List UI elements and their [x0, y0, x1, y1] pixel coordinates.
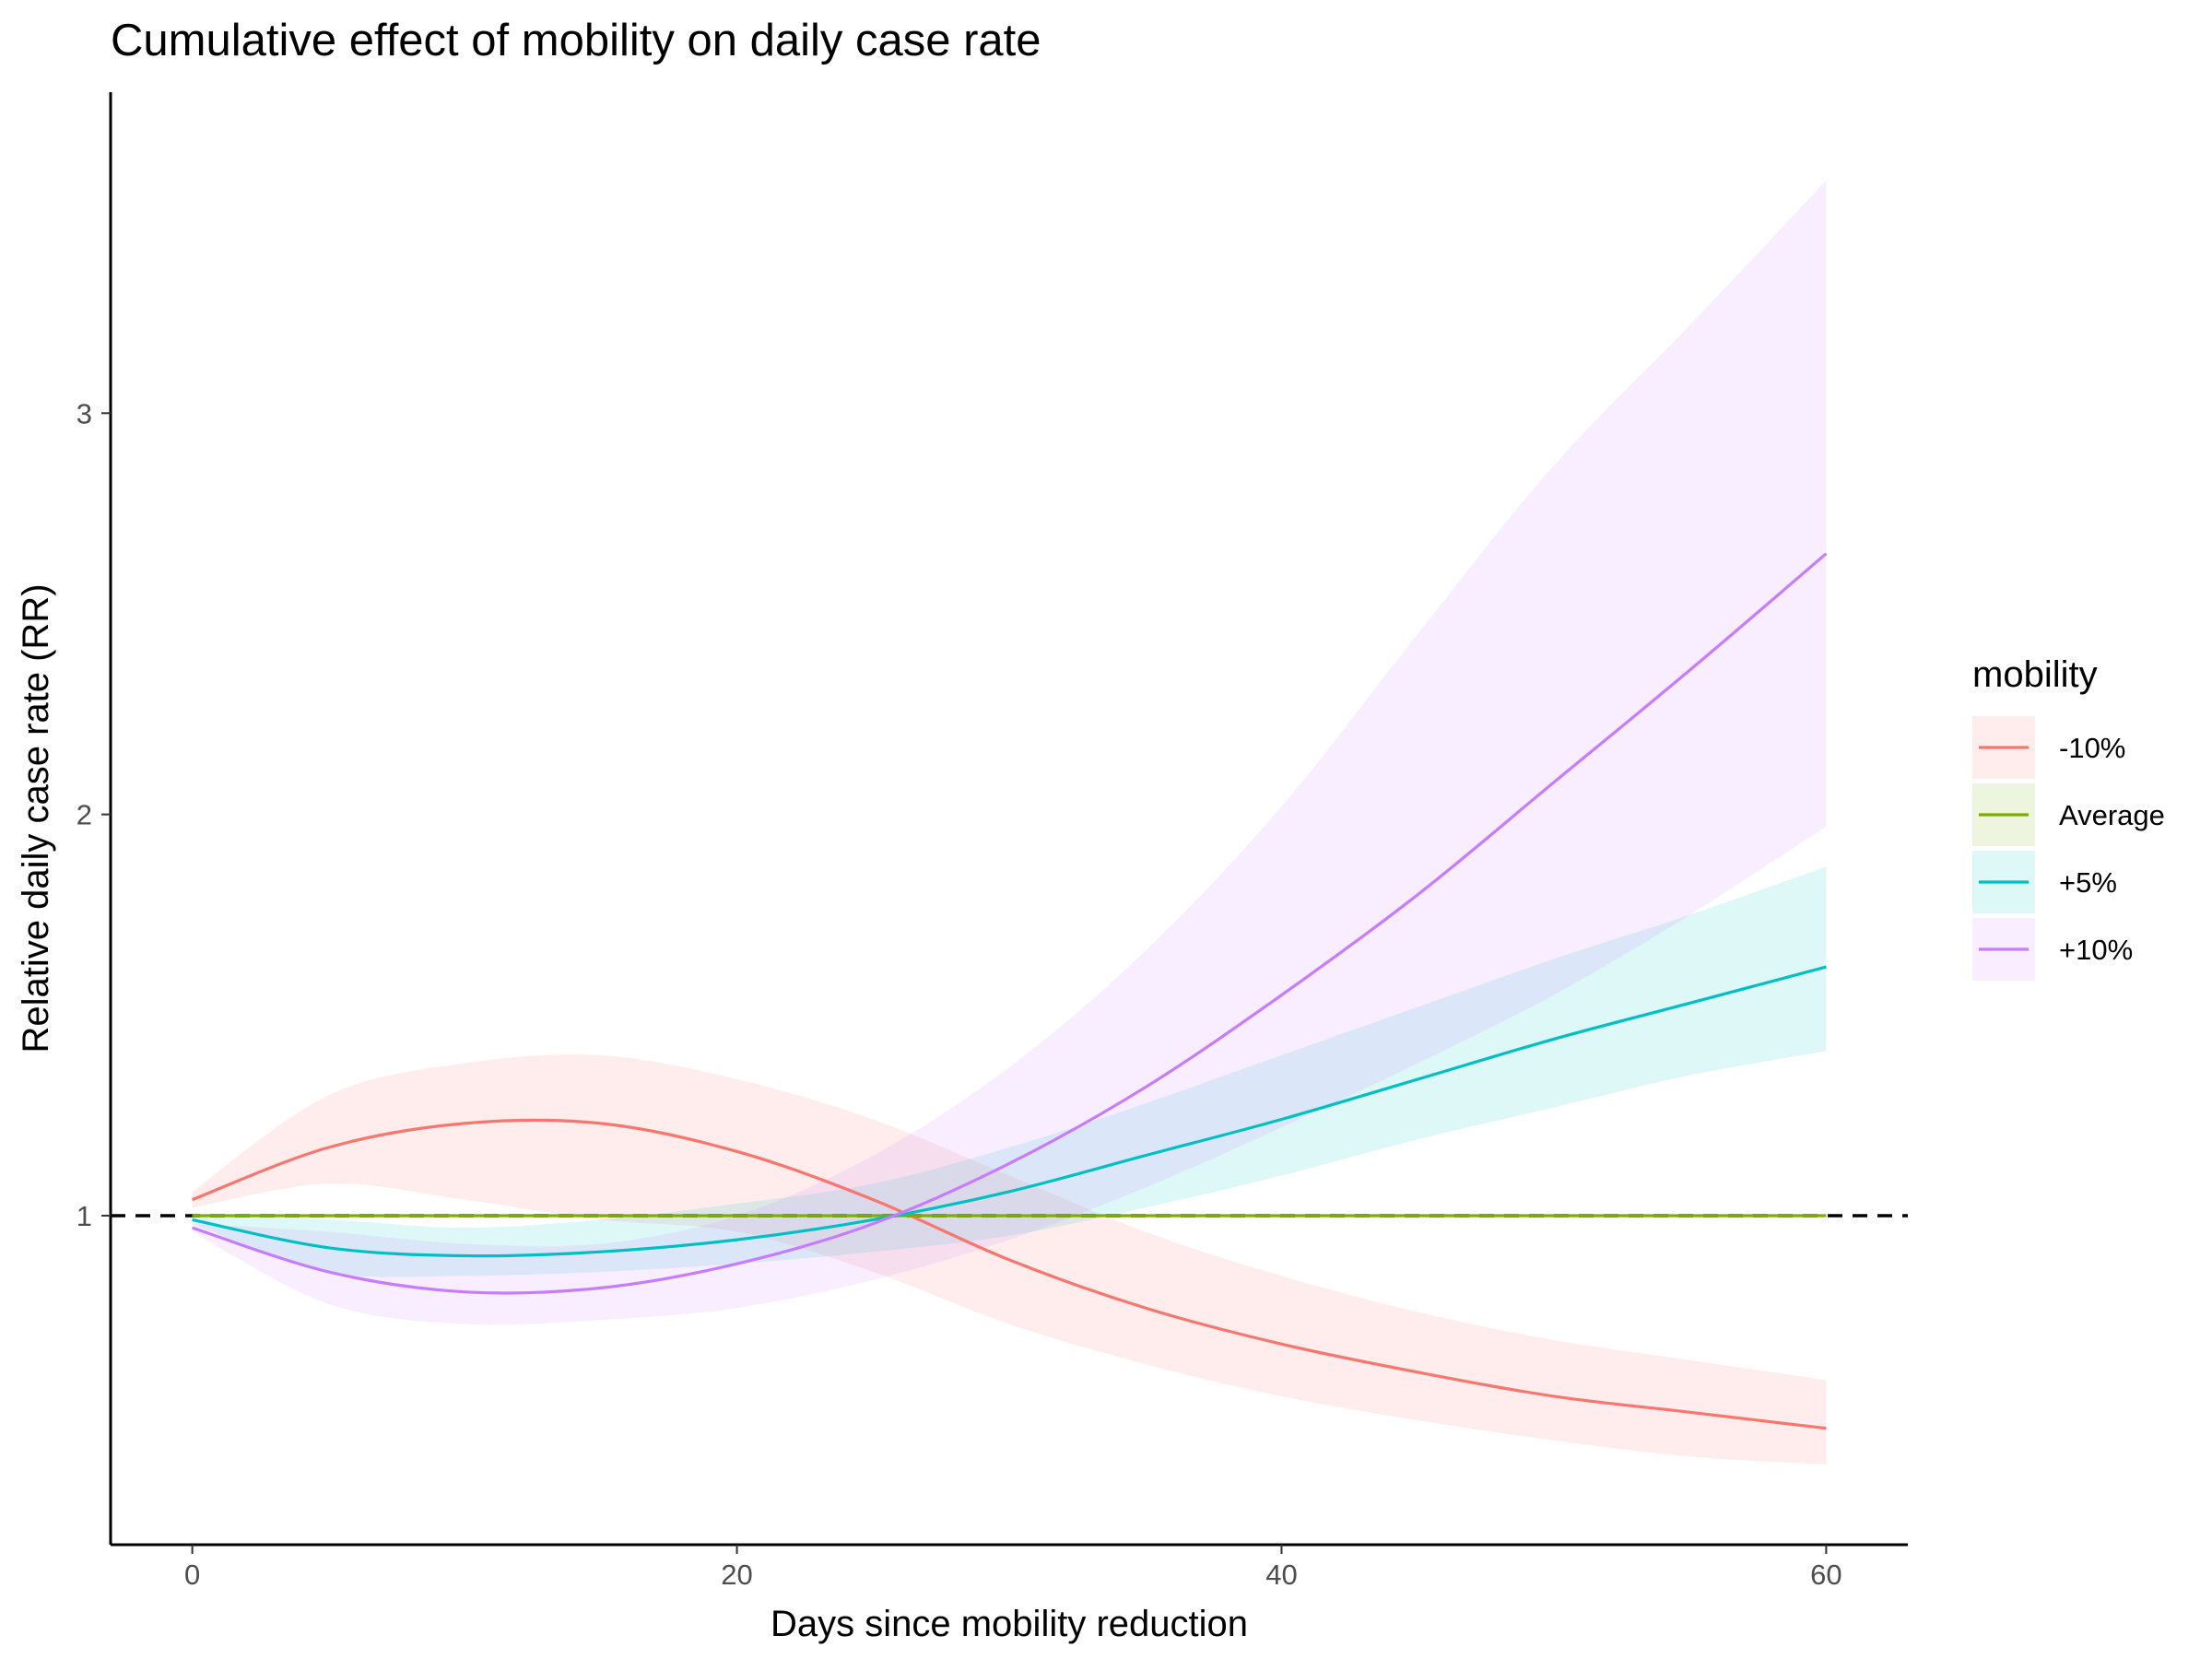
x-axis-ticks: 0 20 40 60 [184, 1545, 1842, 1591]
ribbon-3 [192, 180, 1827, 1325]
series-line-0 [192, 1118, 1827, 1430]
series-line-3 [192, 552, 1828, 1295]
y-tick-label-1: 2 [76, 799, 92, 831]
x-tick-label-3: 60 [1810, 1559, 1841, 1591]
series-line-2 [192, 965, 1827, 1258]
legend-label-2: +5% [2059, 866, 2117, 899]
legend-label-1: Average [2059, 799, 2165, 831]
legend-title: mobility [1972, 654, 2098, 695]
legend-label-0: -10% [2059, 732, 2125, 764]
y-axis-ticks: 1 2 3 [76, 397, 111, 1232]
y-tick-label-0: 1 [76, 1200, 92, 1232]
series-lines [192, 552, 1828, 1430]
y-tick-label-2: 3 [76, 397, 92, 429]
legend-label-3: +10% [2059, 934, 2133, 966]
x-tick-label-2: 40 [1265, 1559, 1297, 1591]
x-tick-label-1: 20 [721, 1559, 752, 1591]
x-tick-label-0: 0 [184, 1559, 200, 1591]
x-axis-title: Days since mobility reduction [771, 1604, 1248, 1644]
y-axis-title: Relative daily case rate (RR) [16, 583, 56, 1053]
ribbon-2 [192, 866, 1827, 1277]
legend: mobility -10% Average +5% +10% [1972, 654, 2165, 981]
chart-title: Cumulative effect of mobility on daily c… [111, 16, 1041, 65]
